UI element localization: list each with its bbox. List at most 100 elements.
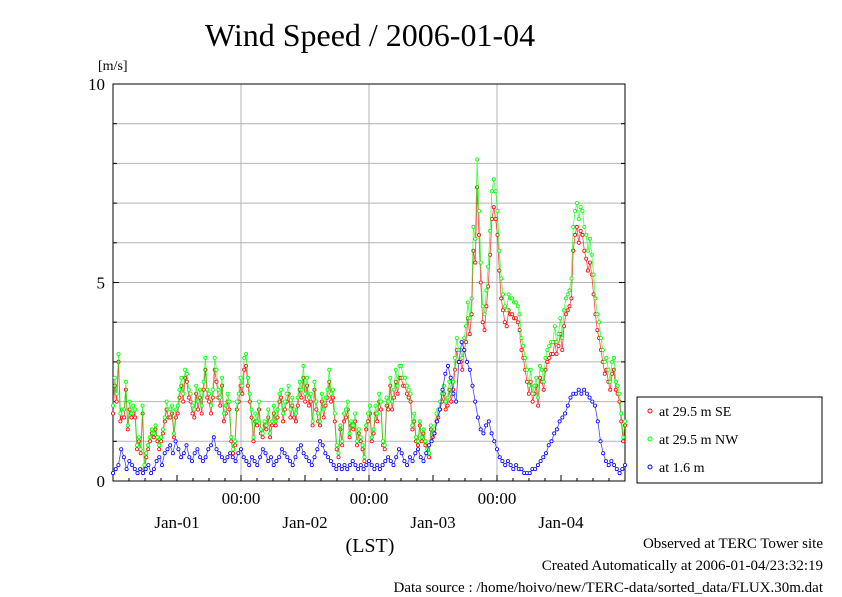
data-point (129, 411, 134, 416)
data-point (111, 471, 116, 476)
data-point (500, 308, 505, 313)
data-point (208, 443, 213, 448)
data-point (386, 399, 391, 404)
data-point (545, 347, 550, 352)
data-point (184, 371, 189, 376)
data-point (426, 443, 431, 448)
data-point (563, 296, 568, 301)
data-point (579, 391, 584, 396)
data-point (146, 463, 151, 468)
data-point (475, 415, 480, 420)
data-point (563, 411, 568, 416)
data-point (306, 395, 311, 400)
data-point (456, 359, 461, 364)
data-point (198, 455, 203, 460)
data-point (550, 351, 555, 356)
data-point (134, 443, 139, 448)
data-point (168, 407, 173, 412)
data-point (138, 447, 143, 452)
data-point (125, 427, 130, 432)
data-point (415, 439, 420, 444)
data-point (454, 336, 459, 341)
data-point (240, 383, 245, 388)
data-point (268, 431, 273, 436)
data-point (194, 383, 199, 388)
data-point (393, 367, 398, 372)
data-point (500, 459, 505, 464)
x-date-label: Jan-03 (410, 513, 455, 532)
data-point (299, 395, 304, 400)
data-point (502, 320, 507, 325)
data-point (111, 411, 116, 416)
data-point (375, 411, 380, 416)
data-point (500, 292, 505, 297)
data-point (330, 395, 335, 400)
data-point (418, 455, 423, 460)
data-point (356, 427, 361, 432)
data-point (515, 304, 520, 309)
data-point (285, 455, 290, 460)
data-point (263, 451, 268, 456)
data-point (217, 451, 222, 456)
data-point (112, 375, 117, 380)
data-point (321, 415, 326, 420)
data-point (127, 459, 132, 464)
data-point (386, 407, 391, 412)
data-point (491, 205, 496, 210)
data-point (227, 399, 232, 404)
data-point (532, 383, 537, 388)
data-point (149, 471, 154, 476)
data-point (364, 463, 369, 468)
data-point (413, 451, 418, 456)
data-point (238, 375, 243, 380)
data-point (406, 387, 411, 392)
data-point (578, 228, 583, 233)
data-point (513, 300, 518, 305)
data-point (587, 236, 592, 241)
data-point (595, 312, 600, 317)
data-point (391, 463, 396, 468)
data-point (271, 403, 276, 408)
data-point (281, 419, 286, 424)
data-point (366, 411, 371, 416)
data-point (600, 347, 605, 352)
data-point (410, 423, 415, 428)
data-point (470, 383, 475, 388)
data-point (563, 312, 568, 317)
data-point (310, 423, 315, 428)
data-point (619, 411, 624, 416)
data-point (133, 407, 138, 412)
data-point (134, 447, 139, 452)
data-point (295, 395, 300, 400)
data-point (364, 423, 369, 428)
data-point (142, 463, 147, 468)
data-point (292, 415, 297, 420)
data-point (541, 387, 546, 392)
legend-box (636, 396, 823, 484)
data-point (614, 467, 619, 472)
data-point (258, 427, 263, 432)
data-point (505, 459, 510, 464)
data-point (116, 463, 121, 468)
data-point (189, 459, 194, 464)
data-point (491, 177, 496, 182)
data-point (236, 391, 241, 396)
data-point (486, 264, 491, 269)
data-point (255, 423, 260, 428)
data-point (339, 467, 344, 472)
data-point (514, 463, 519, 468)
data-point (288, 415, 293, 420)
data-point (252, 459, 257, 464)
data-point (207, 391, 212, 396)
data-point (454, 399, 459, 404)
data-point (620, 467, 625, 472)
data-point (467, 332, 472, 337)
data-point (203, 455, 208, 460)
data-point (249, 407, 254, 412)
data-point (281, 411, 286, 416)
data-point (231, 447, 236, 452)
data-point (582, 387, 587, 392)
data-point (388, 459, 393, 464)
data-point (415, 443, 420, 448)
data-point (206, 447, 211, 452)
